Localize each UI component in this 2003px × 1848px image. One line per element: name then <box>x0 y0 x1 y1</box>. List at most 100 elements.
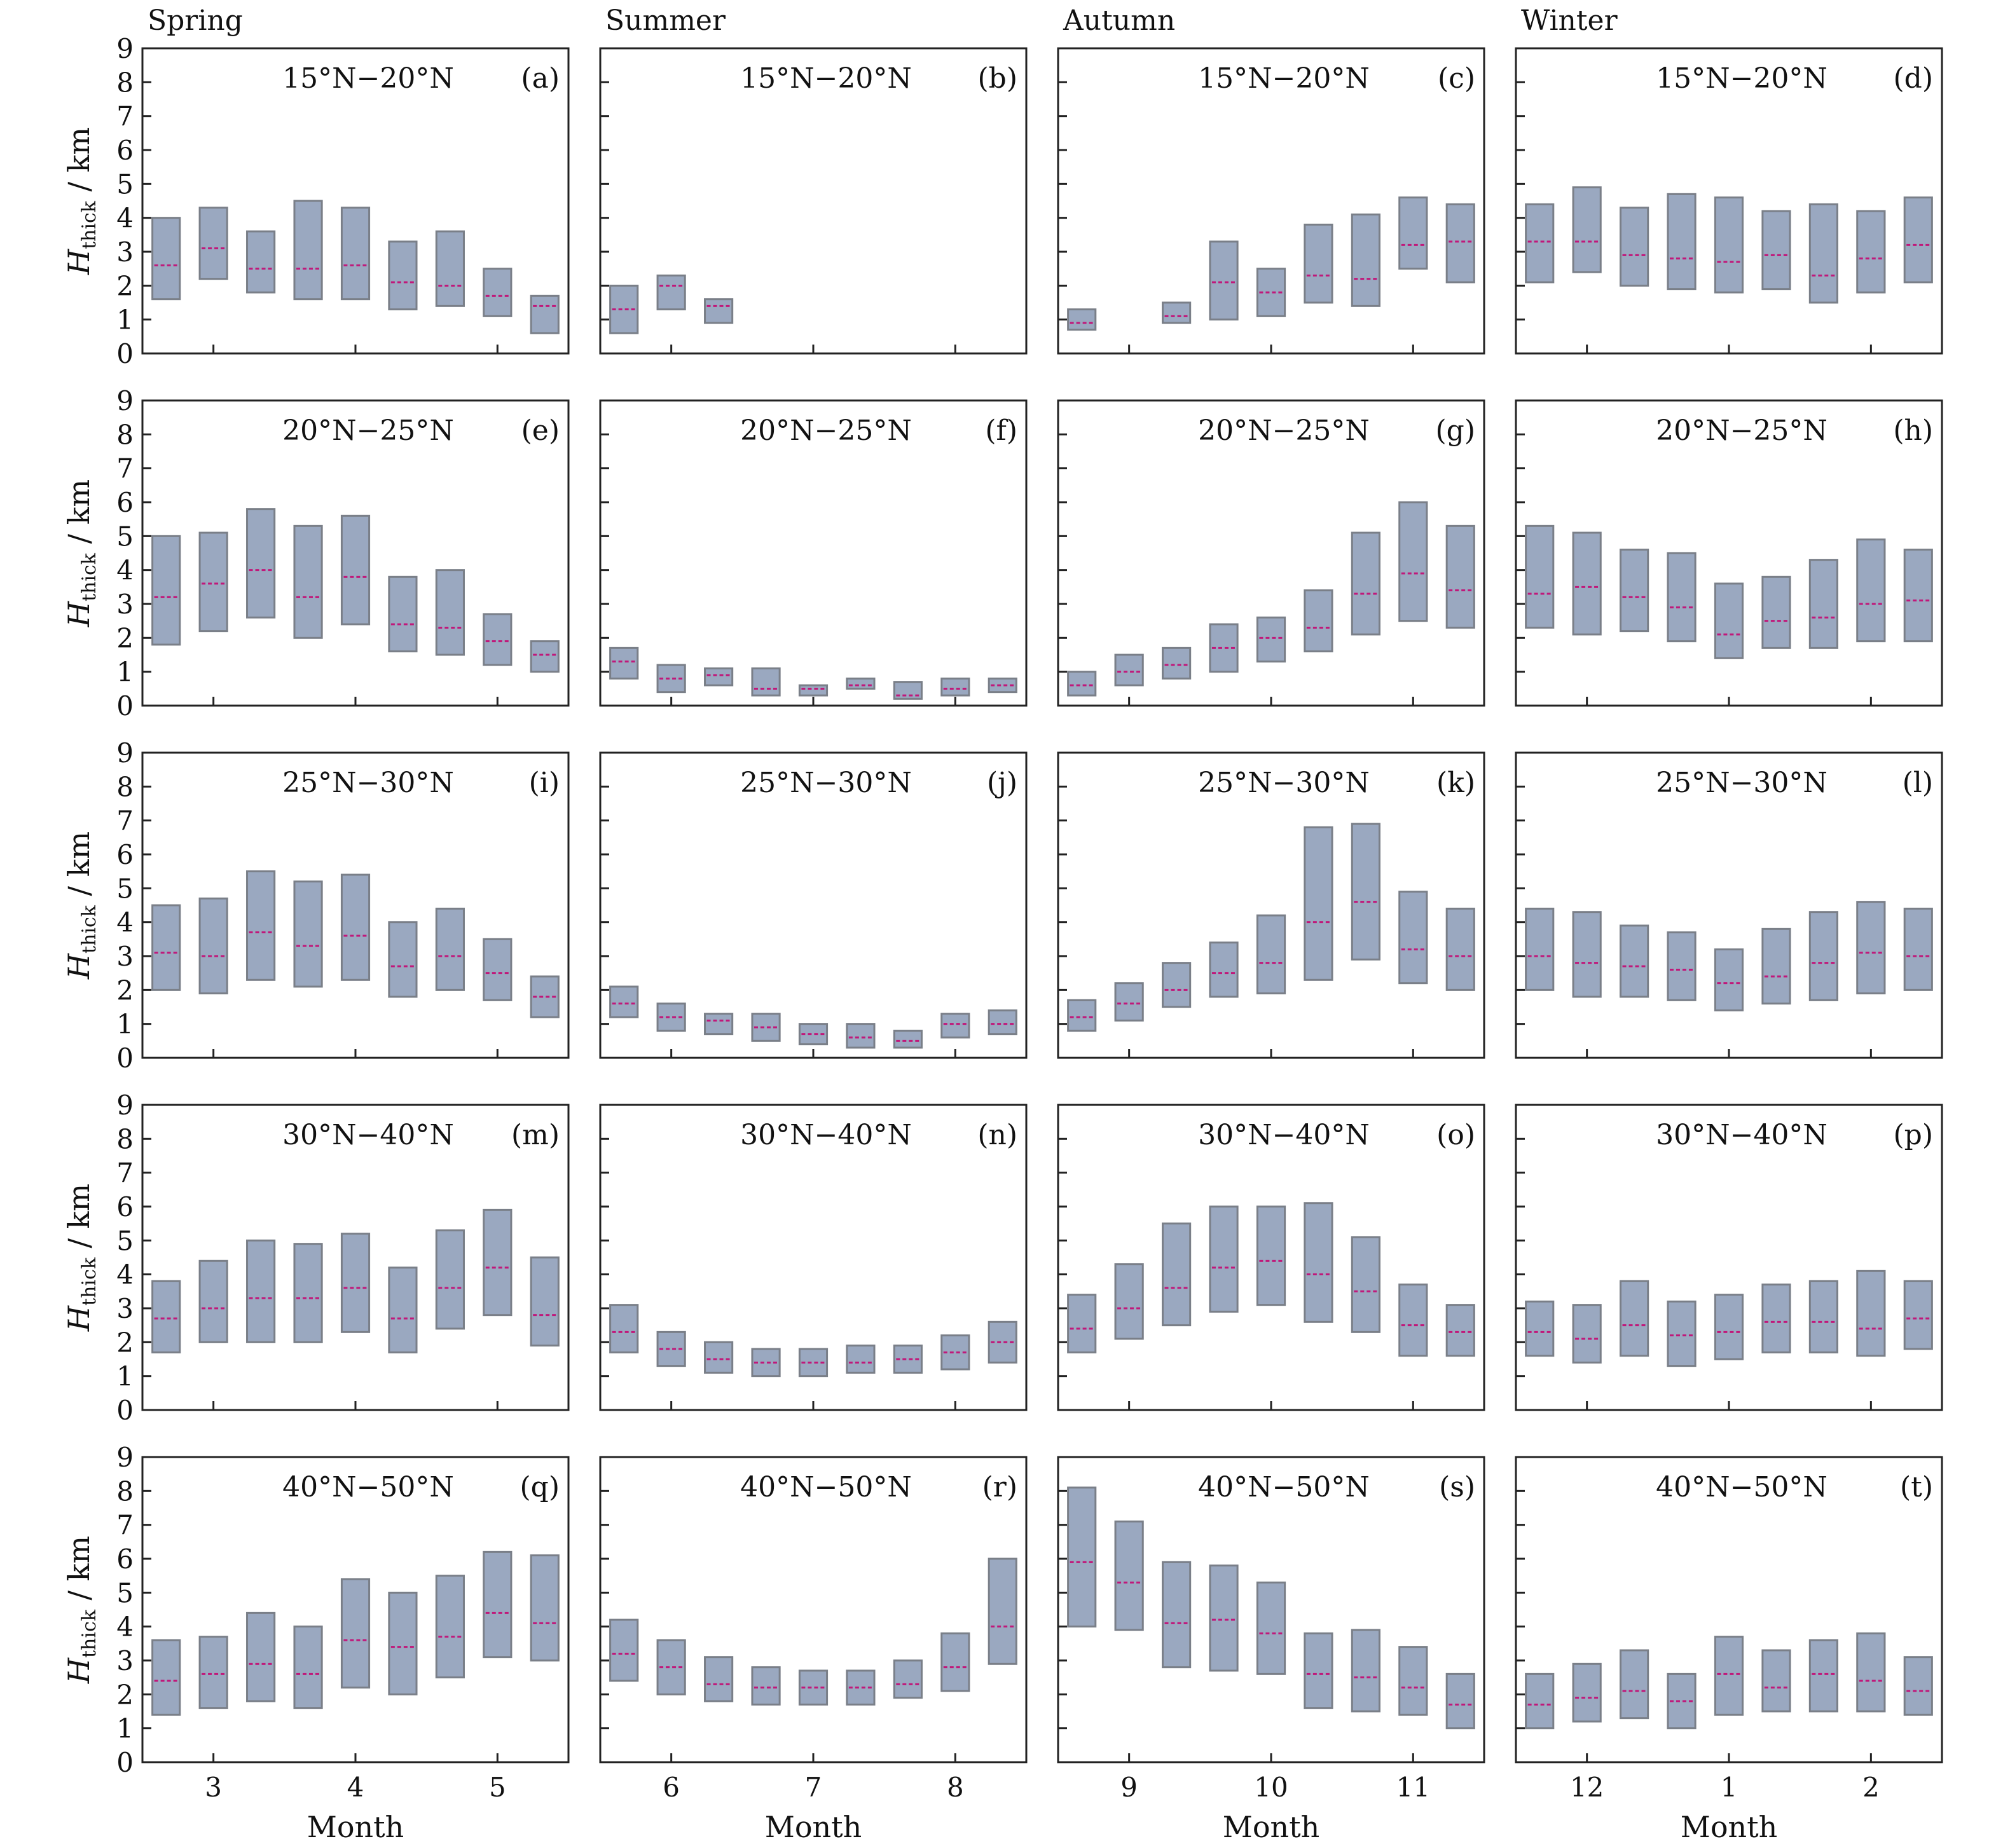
y-tick-label: 9 <box>116 1090 134 1121</box>
box <box>1114 1263 1144 1340</box>
box <box>940 1632 970 1692</box>
box <box>1114 654 1144 687</box>
box <box>1620 924 1649 998</box>
box <box>293 880 323 988</box>
box <box>388 240 418 311</box>
panel-label: (d) <box>1894 62 1934 95</box>
panel-title: 20°N−25°N <box>740 414 912 447</box>
y-axis-label-subscript: thick <box>78 552 100 601</box>
box <box>1761 210 1791 291</box>
box <box>1572 911 1602 998</box>
box <box>1761 575 1791 649</box>
season-title-winter: Winter <box>1521 4 1618 37</box>
panel-title: 25°N−30°N <box>1198 767 1370 799</box>
box <box>1445 907 1475 991</box>
box <box>1209 941 1239 998</box>
box <box>198 1259 228 1343</box>
y-tick-label: 4 <box>116 555 134 586</box>
box <box>609 985 639 1018</box>
box <box>1351 823 1380 961</box>
y-tick-label: 1 <box>116 1361 134 1392</box>
y-tick-label: 0 <box>116 1043 134 1074</box>
box <box>246 1612 276 1702</box>
box <box>1856 901 1886 995</box>
panel-label: (o) <box>1436 1119 1475 1151</box>
box <box>1304 223 1333 304</box>
box <box>340 207 371 301</box>
y-tick-label: 6 <box>116 1543 134 1575</box>
box <box>1808 1280 1838 1353</box>
y-tick-label: 2 <box>116 975 134 1006</box>
panel-label: (k) <box>1436 767 1475 799</box>
y-tick-label: 3 <box>116 941 134 972</box>
box <box>1714 1636 1744 1716</box>
x-tick-label: 1 <box>1721 1772 1738 1803</box>
y-axis-label-unit: / km <box>62 1184 96 1257</box>
panel-k: 25°N−30°N (k) <box>1057 751 1485 1059</box>
panel-d: 15°N−20°N (d) <box>1515 47 1943 355</box>
panel-title: 40°N−50°N <box>1198 1471 1370 1503</box>
box <box>1162 301 1192 324</box>
box <box>151 1639 181 1716</box>
box <box>483 938 513 1001</box>
box <box>1304 1632 1333 1709</box>
box <box>246 870 276 981</box>
panel-label: (c) <box>1438 62 1475 95</box>
box <box>1903 549 1933 643</box>
box <box>1903 196 1933 284</box>
panel-title: 30°N−40°N <box>1198 1119 1370 1151</box>
panel-label: (q) <box>520 1471 560 1503</box>
y-tick-label: 0 <box>116 690 134 722</box>
box <box>435 230 465 307</box>
y-tick-label: 2 <box>116 1327 134 1358</box>
panel-b: 15°N−20°N (b) <box>599 47 1028 355</box>
y-tick-label: 0 <box>116 338 134 369</box>
box <box>1445 1673 1475 1730</box>
box <box>435 569 465 656</box>
box <box>609 1304 639 1353</box>
y-tick-label: 6 <box>116 135 134 166</box>
box <box>1761 1283 1791 1353</box>
box <box>1067 1294 1097 1353</box>
y-axis-label-symbol: H <box>62 953 96 980</box>
box <box>1162 1222 1192 1327</box>
season-title-summer: Summer <box>605 4 726 37</box>
panel-label: (h) <box>1893 414 1933 447</box>
box <box>151 904 181 991</box>
x-tick-label: 9 <box>1120 1772 1138 1803</box>
panel-title: 40°N−50°N <box>740 1471 912 1503</box>
y-tick-label: 9 <box>116 737 134 769</box>
panel-s: 9 10 11 40°N−50°N (s) <box>1057 1456 1485 1803</box>
y-tick-label: 0 <box>116 1747 134 1778</box>
y-axis-label-unit: / km <box>62 832 96 905</box>
box <box>751 1666 781 1706</box>
panel-title: 15°N−20°N <box>1198 62 1370 95</box>
x-axis-label: Month <box>1223 1810 1320 1844</box>
panel-label: (l) <box>1903 767 1933 799</box>
y-tick-label: 5 <box>116 873 134 904</box>
box <box>1667 193 1697 291</box>
panel-title: 15°N−20°N <box>740 62 912 95</box>
y-tick-label: 4 <box>116 1612 134 1643</box>
box <box>1525 524 1555 629</box>
box <box>388 921 418 998</box>
panel-title: 40°N−50°N <box>282 1471 454 1503</box>
box <box>940 1013 970 1039</box>
x-axis-labels: Month Month Month Month <box>307 1810 1778 1844</box>
box <box>293 1626 323 1709</box>
box <box>293 524 323 639</box>
box <box>1445 1304 1475 1357</box>
x-tick-label: 8 <box>947 1772 964 1803</box>
x-tick-label: 4 <box>347 1772 364 1803</box>
panel-l: 25°N−30°N (l) <box>1515 751 1943 1059</box>
box <box>1256 1581 1286 1675</box>
panel-title: 30°N−40°N <box>1656 1119 1827 1151</box>
box <box>340 873 371 981</box>
box <box>388 1591 418 1695</box>
box <box>530 294 560 334</box>
box <box>246 508 276 619</box>
box <box>1398 1283 1428 1357</box>
